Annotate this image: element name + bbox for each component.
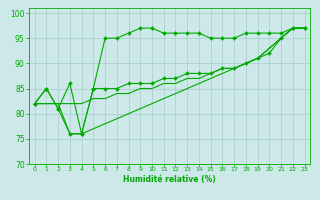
X-axis label: Humidité relative (%): Humidité relative (%) [123, 175, 216, 184]
